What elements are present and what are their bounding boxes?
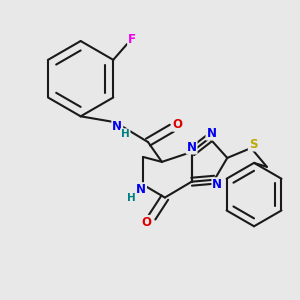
Text: N: N [187, 140, 196, 154]
Text: H: H [127, 193, 136, 202]
Text: F: F [128, 32, 136, 46]
Text: O: O [173, 118, 183, 131]
Text: H: H [121, 129, 130, 139]
Text: N: N [212, 178, 222, 191]
Text: N: N [206, 127, 216, 140]
Text: N: N [112, 120, 122, 133]
Text: S: S [249, 138, 257, 151]
Text: O: O [141, 216, 151, 229]
Text: N: N [136, 183, 146, 196]
